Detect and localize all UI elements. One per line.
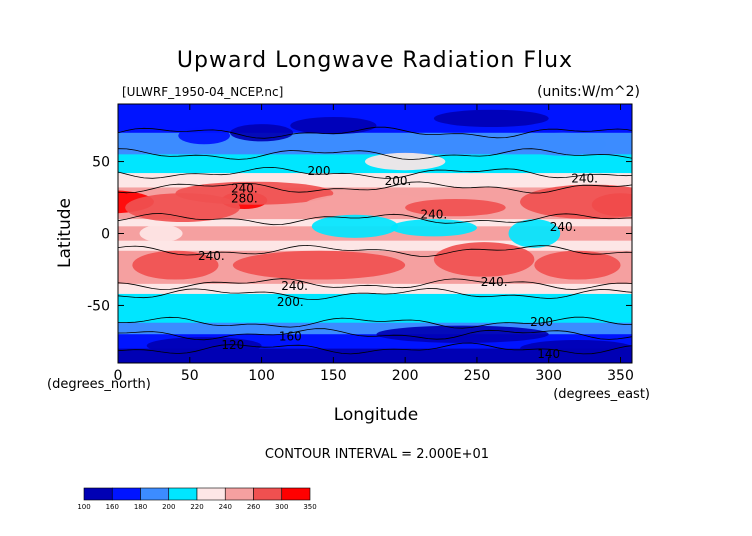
- contour-label: 140: [537, 347, 560, 361]
- plot-area: [118, 104, 632, 363]
- y-unit-note: (degrees_north): [47, 377, 151, 392]
- contour-line: [118, 278, 632, 290]
- x-tick-label: 300: [535, 368, 562, 384]
- y-axis-label: Latitude: [55, 198, 75, 268]
- contour-labels: 200200.240.280.240.240.240.240.240.200.2…: [198, 164, 598, 361]
- contour-label: 240.: [550, 220, 577, 234]
- heatmap-patch: [534, 250, 621, 280]
- x-tick-label: 0: [114, 368, 123, 384]
- heatmap-patch: [520, 339, 632, 358]
- contour-label: 240.: [421, 207, 448, 221]
- x-unit-note: (degrees_east): [553, 387, 650, 402]
- contour-label: 280.: [231, 191, 258, 205]
- contour-line: [118, 244, 632, 257]
- contour-label: 160: [279, 330, 302, 344]
- heatmap-patch: [290, 116, 377, 135]
- contour-line: [118, 288, 632, 301]
- heatmap-band: [118, 348, 632, 363]
- contour-line: [118, 181, 632, 194]
- colorbar-level-label: 220: [190, 503, 203, 511]
- heatmap-patch: [132, 250, 219, 280]
- colorbar-swatch: [140, 487, 170, 501]
- x-axis-ticks: 0 50 100 150 200 250 300 350: [114, 104, 634, 384]
- heatmap-patch: [178, 127, 230, 145]
- heatmap-band: [118, 293, 632, 309]
- colorbar-level-label: 350: [303, 503, 316, 511]
- contour-interval: CONTOUR INTERVAL = 2.000E+01: [265, 447, 489, 462]
- subtitle-right: (units:W/m^2): [537, 84, 640, 100]
- heatmap-patch: [229, 124, 294, 142]
- heatmap-patch: [508, 219, 561, 248]
- heatmap-band: [118, 308, 632, 324]
- contour-line: [118, 213, 632, 226]
- colorbar-swatch: [168, 487, 198, 501]
- contour-label: 240.: [281, 279, 308, 293]
- heatmap-band: [118, 322, 632, 335]
- contour-label: 120: [221, 338, 244, 352]
- colorbar-level-label: 200: [162, 503, 175, 511]
- heatmap-patch: [311, 214, 398, 238]
- colorbar: 100 160 180 200 220 240 260 300 350: [77, 487, 317, 511]
- colorbar-swatch: [224, 487, 254, 501]
- heatmap-patch: [405, 198, 506, 217]
- contour-line: [118, 342, 632, 355]
- heatmap-patch: [364, 152, 446, 171]
- chart-title: Upward Longwave Radiation Flux: [177, 48, 573, 73]
- heatmap-band: [118, 283, 632, 295]
- heatmap-patch: [390, 219, 477, 237]
- y-tick-label: 0: [101, 227, 110, 243]
- contour-label: 240.: [571, 171, 598, 185]
- colorbar-level-label: 160: [106, 503, 119, 511]
- x-tick-label: 250: [464, 368, 491, 384]
- heatmap-patches: [118, 109, 632, 358]
- colorbar-level-label: 240: [219, 503, 232, 511]
- heatmap-patch: [139, 224, 183, 243]
- y-tick-label: -50: [87, 298, 110, 314]
- x-tick-label: 350: [607, 368, 634, 384]
- heatmap-patch: [376, 325, 549, 343]
- colorbar-level-label: 180: [134, 503, 147, 511]
- x-tick-label: 100: [248, 368, 275, 384]
- contour-label: 200: [308, 164, 331, 178]
- x-tick-label: 150: [320, 368, 347, 384]
- heatmap-patch: [146, 337, 262, 355]
- contour-label: 200.: [385, 174, 412, 188]
- contour-label: 240.: [231, 181, 258, 195]
- heatmap-patch: [433, 242, 535, 277]
- contour-line: [118, 316, 632, 329]
- x-tick-label: 50: [181, 368, 199, 384]
- contour-label: 200: [530, 315, 553, 329]
- colorbar-swatch: [253, 487, 283, 501]
- x-tick-label: 200: [392, 368, 419, 384]
- x-axis-label: Longitude: [334, 405, 419, 425]
- colorbar-level-label: 300: [275, 503, 288, 511]
- subtitle-left: [ULWRF_1950-04_NCEP.nc]: [122, 85, 283, 99]
- contour-line: [118, 166, 632, 179]
- heatmap-patch: [232, 250, 406, 280]
- heatmap-patch: [304, 193, 434, 217]
- colorbar-swatch: [111, 487, 141, 501]
- y-tick-label: 50: [92, 155, 110, 171]
- contour-lines: [118, 126, 632, 355]
- heatmap-patch: [433, 109, 549, 128]
- colorbar-swatch: [83, 487, 113, 501]
- heatmap-band: [118, 240, 632, 252]
- contour-label: 200.: [277, 295, 304, 309]
- contour-line: [118, 328, 632, 341]
- y-axis-ticks: -50 0 50: [87, 155, 632, 314]
- heatmap-patch: [520, 132, 607, 156]
- contour-label: 240.: [481, 275, 508, 289]
- colorbar-swatch: [281, 487, 311, 501]
- heatmap-patch: [520, 184, 632, 220]
- colorbar-level-label: 260: [247, 503, 260, 511]
- contour-label: 240.: [198, 249, 225, 263]
- contour-line: [118, 148, 632, 160]
- contour-line: [118, 126, 632, 139]
- colorbar-level-label: 100: [77, 503, 90, 511]
- colorbar-swatch: [196, 487, 226, 501]
- heatmap-patch: [125, 193, 241, 222]
